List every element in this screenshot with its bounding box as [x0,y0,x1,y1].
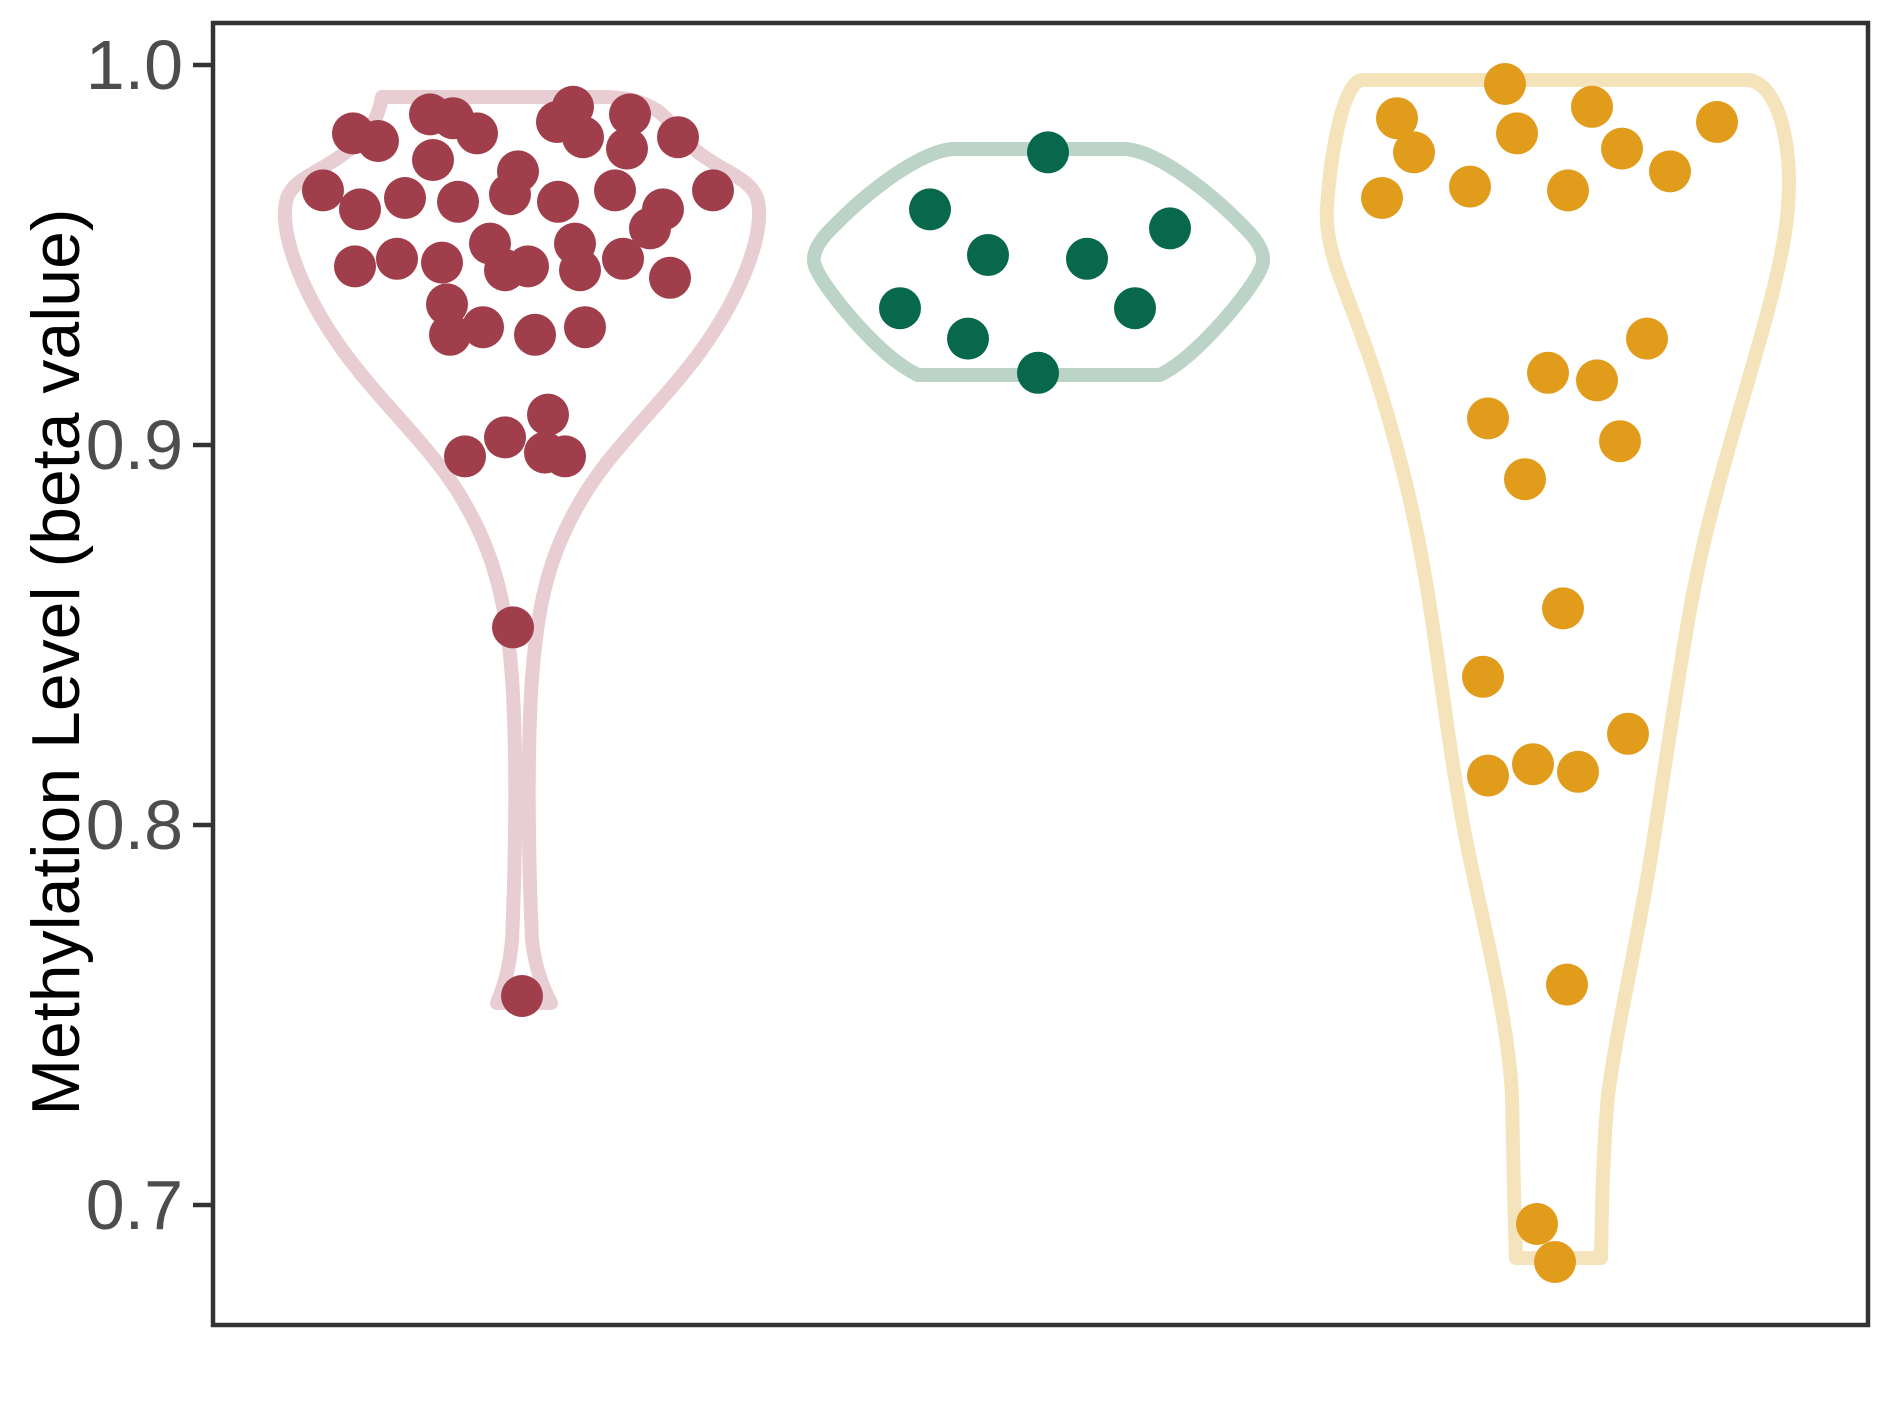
data-point-group-2 [1114,287,1156,330]
data-point-group-3 [1361,177,1403,219]
data-point-group-1 [537,180,579,223]
data-point-group-2 [947,317,989,360]
data-point-group-3 [1467,754,1509,797]
y-tick-label: 0.7 [86,1166,183,1244]
data-point-group-3 [1516,1203,1558,1245]
data-point-group-1 [437,180,479,223]
data-point-group-1 [514,313,556,356]
data-point-group-1 [544,435,586,478]
data-point-group-3 [1496,112,1538,155]
violin-outline-group-2 [806,142,1271,382]
y-tick-label: 1.0 [86,26,183,104]
data-point-group-3 [1467,397,1509,440]
data-point-group-1 [559,249,601,292]
data-point-group-1 [426,283,468,326]
data-point-group-1 [384,177,426,219]
data-point-group-3 [1576,359,1618,402]
y-axis-title: Methylation Level (beta value) [18,208,94,1116]
data-point-group-3 [1649,150,1691,193]
data-point-group-1 [657,116,699,159]
data-point-group-1 [564,306,606,349]
data-point-group-1 [629,207,671,250]
data-point-group-3 [1512,743,1554,786]
data-point-group-3 [1557,750,1599,793]
data-point-group-3 [1547,169,1589,212]
data-point-group-1 [339,188,381,231]
data-point-group-1 [357,120,399,162]
data-point-group-1 [334,245,376,288]
data-point-group-1 [606,127,648,170]
data-point-group-1 [462,306,504,349]
data-point-group-1 [456,112,498,155]
data-point-group-3 [1376,97,1418,140]
data-point-group-3 [1462,655,1504,698]
violin-outline-group-1 [277,90,767,1010]
data-point-group-3 [1393,131,1435,174]
data-point-group-1 [376,237,418,280]
data-point-group-2 [967,234,1009,276]
data-point-group-1 [507,245,549,288]
data-point-group-3 [1534,1241,1576,1283]
data-point-group-1 [602,237,644,280]
y-tick-label: 0.8 [86,786,183,864]
data-point-group-3 [1449,165,1491,208]
violin-outline-group-3 [1319,73,1797,1265]
data-point-group-3 [1626,317,1668,360]
data-point-group-1 [562,116,604,159]
data-point-group-2 [1066,237,1108,280]
data-point-group-2 [1149,207,1191,250]
data-point-group-3 [1607,712,1649,755]
data-point-group-1 [527,393,569,436]
data-point-group-3 [1599,420,1641,463]
data-point-group-1 [609,93,651,136]
panel-border [210,20,1871,1328]
data-point-group-3 [1546,963,1588,1006]
data-point-group-2 [1027,131,1069,174]
data-point-group-1 [649,256,691,299]
data-point-group-1 [302,169,344,212]
data-point-group-2 [1017,351,1059,394]
data-point-group-1 [429,313,471,356]
data-point-group-2 [879,287,921,330]
data-point-group-3 [1696,101,1738,143]
data-point-group-1 [489,173,531,216]
data-point-group-3 [1542,587,1584,630]
data-point-group-1 [412,139,454,181]
data-point-group-3 [1504,458,1546,501]
data-point-group-1 [444,435,486,478]
data-point-group-3 [1484,63,1526,105]
data-point-group-3 [1527,351,1569,394]
data-point-group-1 [594,169,636,212]
data-point-group-3 [1571,85,1613,128]
y-tick-label: 0.9 [86,406,183,484]
data-point-group-1 [484,416,526,459]
data-point-group-1 [692,169,734,212]
data-point-group-1 [492,606,534,649]
data-point-group-1 [501,975,543,1017]
data-point-group-1 [421,241,463,284]
data-point-group-3 [1601,127,1643,170]
data-point-group-2 [909,188,951,231]
